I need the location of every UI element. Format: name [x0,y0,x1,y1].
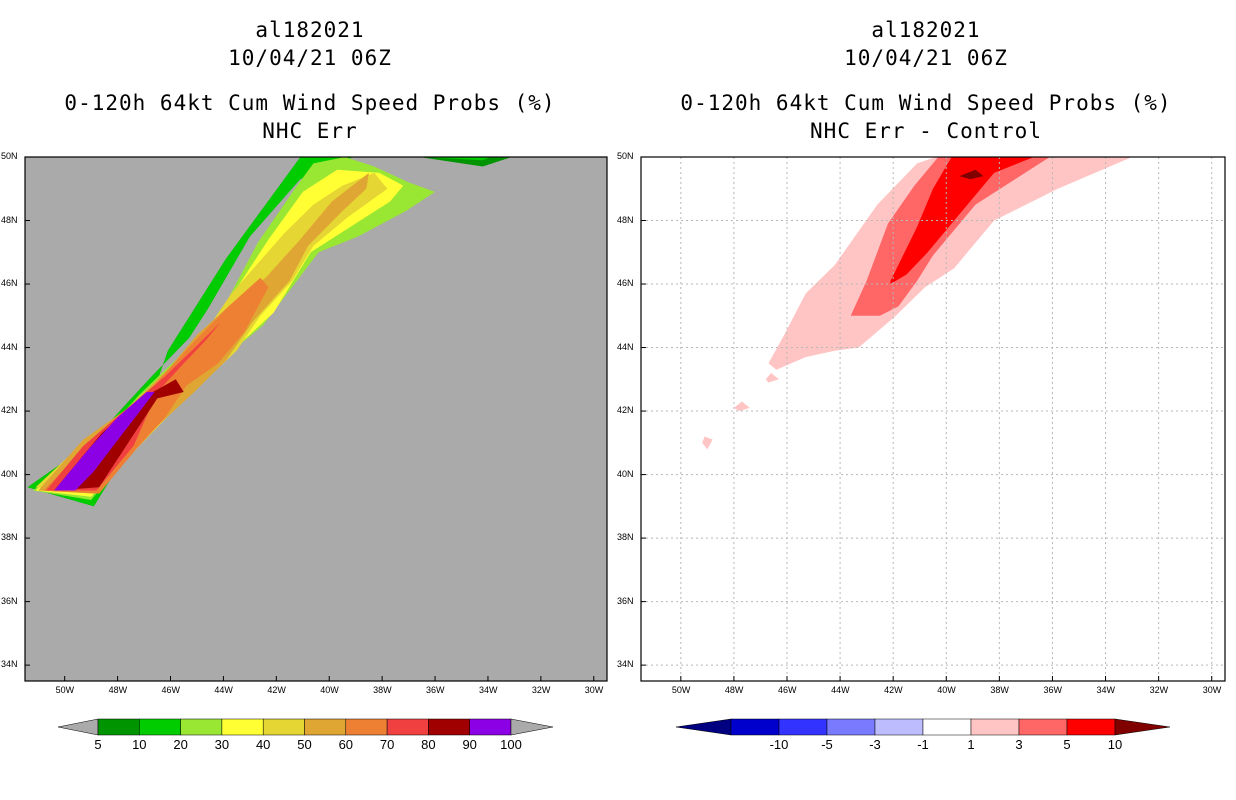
colorbar-extend-low [675,718,732,736]
y-tick-label: 36N [617,595,634,606]
y-tick-label: 38N [1,532,18,543]
right-chart-title: 0-120h 64kt Cum Wind Speed Probs (%) [680,91,1172,115]
colorbar-swatch-1 [139,718,181,736]
colorbar-label: 30 [214,737,230,752]
y-tick-label: 44N [617,341,634,352]
x-tick-label: 38W [373,685,392,695]
contour-band-100-9 [54,392,155,491]
x-tick-label: 42W [884,685,903,695]
y-tick-label: 42N [1,405,18,416]
colorbar-label: -3 [869,737,881,752]
contour-band-1-6 [765,373,779,383]
colorbar-swatch-7 [1066,718,1116,736]
colorbar-swatch-6 [345,718,388,736]
left-storm-id: al182021 [255,18,365,42]
x-tick-label: 44W [214,685,233,695]
colorbar-swatch-3 [874,718,924,736]
x-tick-label: 48W [108,685,128,695]
y-tick-label: 50N [1,151,18,161]
colorbar-swatch-3 [221,718,264,736]
x-tick-label: 34W [478,685,498,695]
colorbar-swatch-2 [826,718,876,736]
colorbar-extend-low [57,718,99,736]
colorbar-swatch-8 [428,718,470,736]
left-chart-title: 0-120h 64kt Cum Wind Speed Probs (%) [64,91,556,115]
y-tick-label: 50N [617,151,634,161]
colorbar-swatch-4 [922,718,972,736]
y-tick-label: 48N [617,214,634,225]
x-tick-label: 32W [1149,685,1169,695]
colorbar-swatch-9 [469,718,512,736]
colorbar-label: 1 [967,737,975,752]
x-tick-label: 40W [937,685,956,695]
colorbar-swatch-1 [778,718,828,736]
colorbar-swatch-2 [180,718,223,736]
x-tick-label: 30W [1202,685,1222,695]
y-tick-label: 46N [1,278,18,289]
colorbar-swatch-4 [262,718,305,736]
x-tick-label: 30W [584,685,604,695]
colorbar-label: 10 [1107,737,1123,752]
x-tick-label: 42W [267,685,286,695]
colorbar-label: 60 [338,737,354,752]
contour-band-1-4 [733,401,750,412]
colorbar-label: 90 [462,737,477,752]
y-tick-label: 40N [1,468,18,479]
right-storm-id: al182021 [871,18,981,42]
x-tick-label: 34W [1096,685,1116,695]
x-tick-label: 40W [320,685,339,695]
plot-frame-0 [24,156,608,682]
y-tick-label: 46N [617,278,634,289]
x-tick-label: 46W [778,685,797,695]
x-tick-label: 46W [161,685,181,695]
x-tick-label: 36W [1043,685,1062,695]
colorbar-swatch-5 [304,718,347,736]
colorbar-label: 10 [132,737,147,752]
y-tick-label: 40N [617,468,634,479]
colorbar-swatch-5 [970,718,1020,736]
x-tick-label: 50W [55,685,75,695]
colorbar-label: 100 [500,737,522,752]
colorbar-label: -1 [917,737,929,752]
colorbar-extend-high [1114,718,1171,736]
x-tick-label: 48W [724,685,744,695]
x-tick-label: 36W [426,685,445,695]
y-tick-label: 42N [617,405,634,416]
colorbar-swatch-0 [730,718,780,736]
colorbar-label: 40 [255,737,271,752]
left-chart-subtitle: NHC Err [262,119,358,143]
colorbar-label: 3 [1015,737,1023,752]
right-datetime: 10/04/21 06Z [844,46,1008,70]
contour-band-10-3 [959,169,984,180]
colorbar-swatch-7 [386,718,429,736]
colorbar-swatch-6 [1018,718,1068,736]
colorbar-label: 5 [94,737,102,752]
contour-band-5-2 [890,157,1034,284]
left-datetime: 10/04/21 06Z [228,46,392,70]
x-tick-label: 38W [990,685,1009,695]
y-tick-label: 44N [1,341,18,352]
y-tick-label: 38N [617,532,634,543]
y-tick-label: 34N [1,659,18,670]
colorbar-label: -10 [769,737,789,752]
y-tick-label: 36N [1,595,18,606]
contour-band-1-0 [768,157,1133,370]
colorbar-label: 80 [421,737,436,752]
y-tick-label: 48N [1,214,18,225]
x-tick-label: 32W [531,685,551,695]
colorbar-swatch-0 [97,718,140,736]
x-tick-label: 44W [831,685,850,695]
colorbar-label: 20 [173,737,188,752]
plot-frame-1 [640,156,1226,682]
colorbar-label: 5 [1063,737,1071,752]
colorbar-label: -5 [821,737,833,752]
y-tick-label: 34N [617,659,634,670]
x-tick-label: 50W [671,685,691,695]
contour-band-1-5 [702,436,713,450]
colorbar-label: 70 [379,737,395,752]
colorbar-extend-high [510,718,554,736]
right-chart-subtitle: NHC Err - Control [810,119,1042,143]
colorbar-label: 50 [297,737,312,752]
